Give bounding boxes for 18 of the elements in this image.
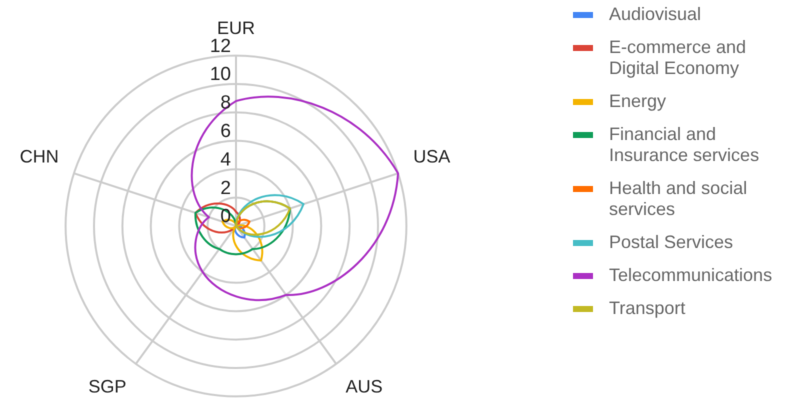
- y-tick-label: 10: [210, 64, 231, 86]
- legend-label: Health and social services: [609, 178, 748, 220]
- y-tick-label: 4: [220, 149, 232, 170]
- y-tick-label: 12: [210, 36, 231, 57]
- legend-label: Postal Services: [609, 232, 734, 253]
- spoke-label: SGP: [88, 376, 126, 397]
- spoke-label: CHN: [20, 146, 59, 167]
- spoke-label: EUR: [216, 18, 256, 38]
- legend-label: Energy: [609, 91, 668, 112]
- y-tick-label: 6: [220, 121, 231, 142]
- spoke-label: USA: [413, 146, 450, 167]
- y-tick-label: 2: [220, 178, 231, 199]
- legend-label: Audiovisual: [609, 4, 702, 25]
- spoke-label: AUS: [346, 376, 383, 397]
- legend-label: Transport: [609, 298, 686, 319]
- legend-label: Telecommunications: [609, 265, 774, 286]
- legend-label: Financial and Insurance services: [609, 124, 760, 166]
- legend-label: E-commerce and Digital Economy: [609, 37, 748, 79]
